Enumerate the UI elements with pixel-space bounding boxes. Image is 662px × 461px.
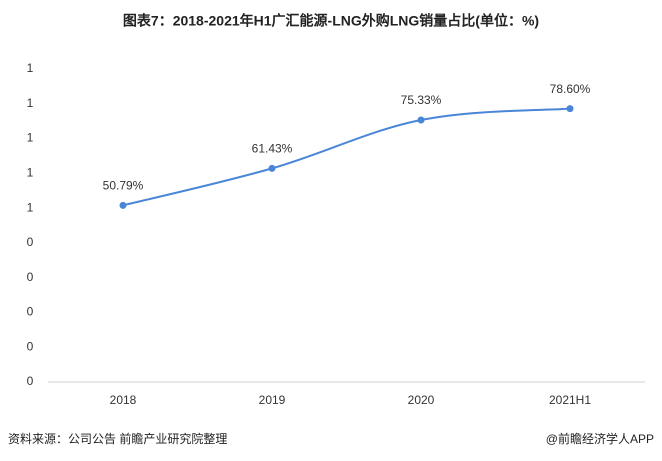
y-tick-label: 0 (27, 235, 34, 249)
data-label: 75.33% (401, 93, 442, 107)
point (119, 201, 127, 209)
y-tick-label: 0 (27, 270, 34, 284)
y-tick-label: 0 (27, 374, 34, 388)
x-tick-label: 2021H1 (549, 393, 591, 407)
x-tick-label: 2019 (259, 393, 286, 407)
y-tick-label: 1 (27, 96, 34, 110)
data-label: 78.60% (550, 82, 591, 96)
line (122, 107, 571, 207)
data-label: 50.79% (103, 179, 144, 193)
y-tick-label: 1 (27, 200, 34, 214)
credit: @前瞻经济学人APP (546, 431, 654, 446)
source: 资料来源：公司公告 前瞻产业研究院整理 (8, 431, 227, 446)
point (268, 164, 276, 172)
y-tick-label: 1 (27, 131, 34, 145)
x-tick-label: 2020 (408, 393, 435, 407)
y-tick-label: 1 (27, 61, 34, 75)
y-tick-label: 0 (27, 339, 34, 353)
point (417, 116, 425, 124)
x-tick-label: 2018 (110, 393, 137, 407)
data-label: 61.43% (252, 142, 293, 156)
chart-title: 图表7：2018-2021年H1广汇能源-LNG外购LNG销量占比(单位：%) (123, 13, 539, 29)
y-tick-label: 1 (27, 166, 34, 180)
point (566, 105, 574, 113)
y-tick-label: 0 (27, 305, 34, 319)
